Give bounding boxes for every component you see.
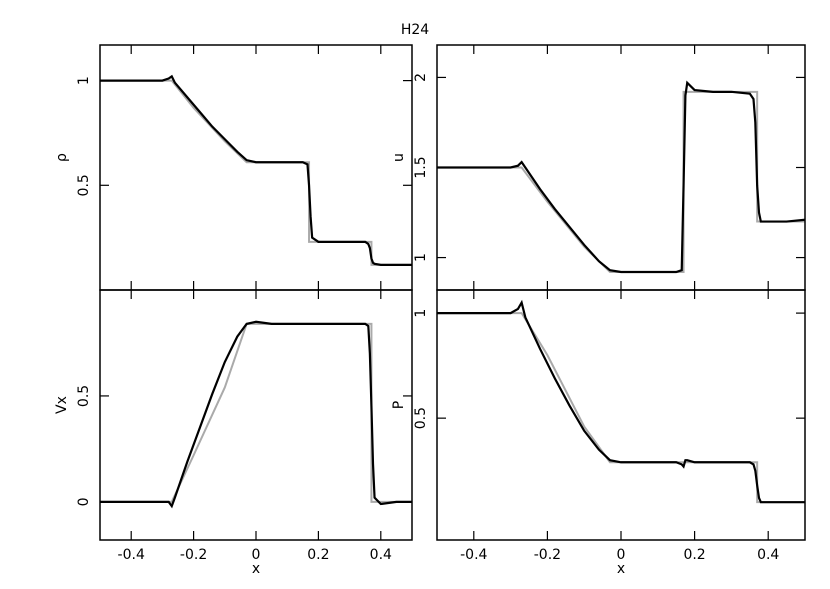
data-line <box>437 299 805 504</box>
x-tick-label: -0.2 <box>534 547 561 563</box>
plot-frame <box>436 289 806 541</box>
data-line <box>437 312 805 504</box>
plot-frame <box>99 44 413 291</box>
data-line <box>100 79 412 266</box>
x-tick-label: 0.2 <box>307 547 329 563</box>
y-tick-label: 1 <box>76 76 92 85</box>
y-tick-label: 2 <box>413 73 429 82</box>
x-tick-label: 0.2 <box>683 547 705 563</box>
y-tick-label: 1 <box>413 253 429 262</box>
data-line <box>100 322 412 503</box>
x-tick-label: 0 <box>252 547 261 563</box>
x-tick-label: -0.4 <box>118 547 145 563</box>
data-line <box>437 80 805 274</box>
y-tick-label: 0.5 <box>76 385 92 407</box>
y-axis-label: Vx <box>54 396 70 414</box>
data-line <box>437 90 805 273</box>
x-tick-label: -0.2 <box>180 547 207 563</box>
x-tick-label: -0.4 <box>460 547 487 563</box>
y-axis-label: ρ <box>54 153 70 162</box>
data-line <box>100 74 412 266</box>
y-axis-label: u <box>391 153 407 162</box>
y-tick-label: 1.5 <box>413 156 429 178</box>
y-tick-label: 1 <box>413 309 429 318</box>
x-tick-label: 0.4 <box>370 547 392 563</box>
figure-title: H24 <box>401 22 429 38</box>
x-tick-label: 0 <box>617 547 626 563</box>
y-tick-label: 0.5 <box>413 407 429 429</box>
data-line <box>100 320 412 509</box>
x-axis-label: x <box>617 561 625 577</box>
y-tick-label: 0.5 <box>76 174 92 196</box>
y-axis-label: P <box>391 401 407 409</box>
y-tick-label: 0 <box>76 497 92 506</box>
x-tick-label: 0.4 <box>757 547 779 563</box>
x-axis-label: x <box>252 561 260 577</box>
